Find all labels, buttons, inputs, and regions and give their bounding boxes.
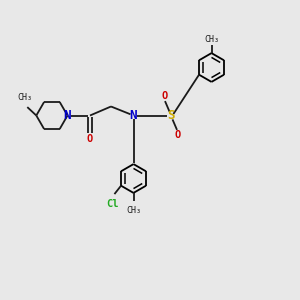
Text: Cl: Cl <box>106 199 119 209</box>
Text: CH₃: CH₃ <box>127 206 142 215</box>
Text: CH₃: CH₃ <box>204 35 219 44</box>
Text: O: O <box>175 130 181 140</box>
Text: N: N <box>130 109 137 122</box>
Text: CH₃: CH₃ <box>17 93 32 102</box>
Text: S: S <box>167 109 175 122</box>
Text: O: O <box>161 91 167 101</box>
Text: O: O <box>87 134 93 145</box>
Text: N: N <box>64 109 71 122</box>
